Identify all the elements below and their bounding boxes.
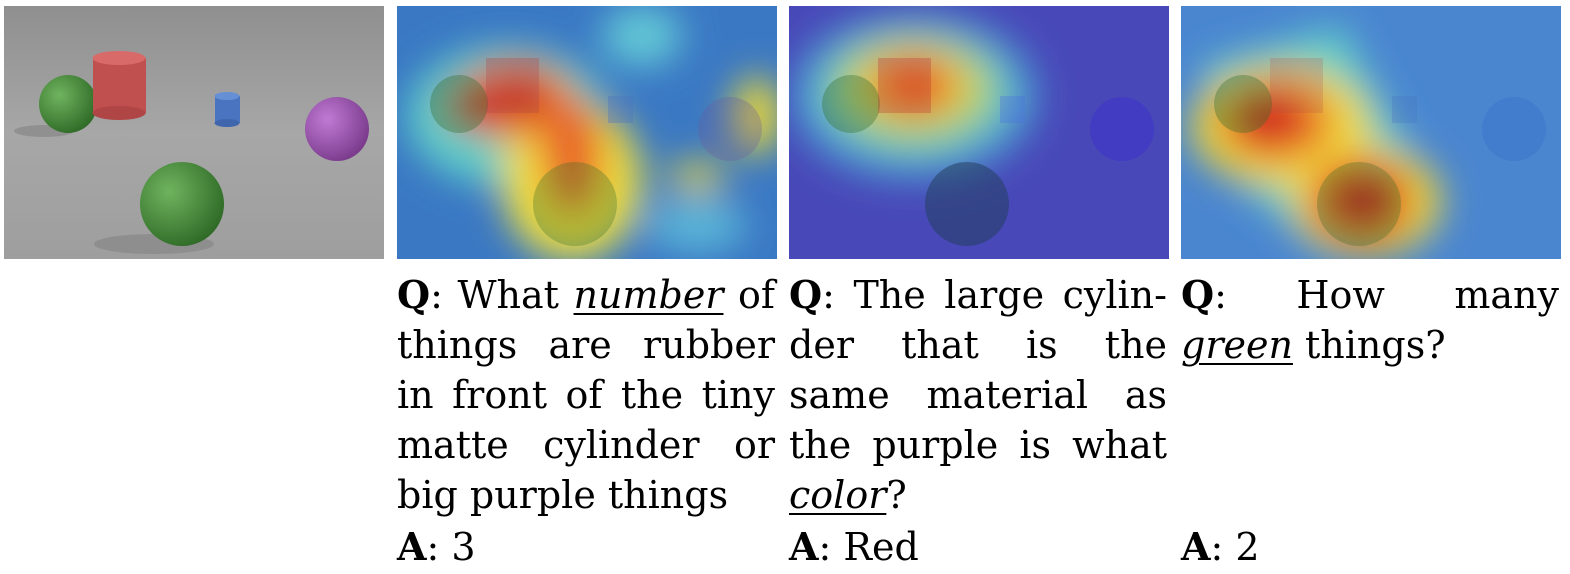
attention-map-color <box>789 6 1169 259</box>
a-label: A <box>789 524 819 569</box>
question-2: Q: The large cylin­der that is the same … <box>789 272 1167 517</box>
a-label: A <box>397 524 427 569</box>
answer-2: A: Red <box>789 524 919 569</box>
answer-text: 2 <box>1235 525 1260 569</box>
caption-example-3: Q: How many green things? <box>1181 270 1559 370</box>
q-label: Q <box>397 272 431 317</box>
question-text-post: things? <box>1292 323 1446 367</box>
question-text-pre: The large cylin­der that is the same mat… <box>789 273 1167 467</box>
question-text-pre: What <box>457 273 574 317</box>
caption-example-1: Q: What number of things are rubber in f… <box>397 270 775 520</box>
answer-text: 3 <box>451 525 476 569</box>
answer-3: A: 2 <box>1181 524 1260 569</box>
attention-map-green <box>1181 6 1561 259</box>
answer-text: Red <box>843 525 919 569</box>
question-3: Q: How many green things? <box>1181 272 1559 367</box>
answer-1: A: 3 <box>397 524 476 569</box>
original-scene-image <box>4 6 384 259</box>
q-label: Q <box>1181 272 1215 317</box>
q-label: Q <box>789 272 823 317</box>
question-keyword: green <box>1181 323 1293 367</box>
attention-map-number <box>397 6 777 259</box>
question-text-post: ? <box>886 473 907 517</box>
a-label: A <box>1181 524 1211 569</box>
question-text-pre: How many <box>1296 273 1559 317</box>
question-keyword: number <box>573 273 724 317</box>
question-keyword: color <box>789 473 887 517</box>
question-text-post: of things are rubber in front of the tin… <box>397 273 775 517</box>
question-1: Q: What number of things are rubber in f… <box>397 272 775 517</box>
caption-example-2: Q: The large cylin­der that is the same … <box>789 270 1167 520</box>
